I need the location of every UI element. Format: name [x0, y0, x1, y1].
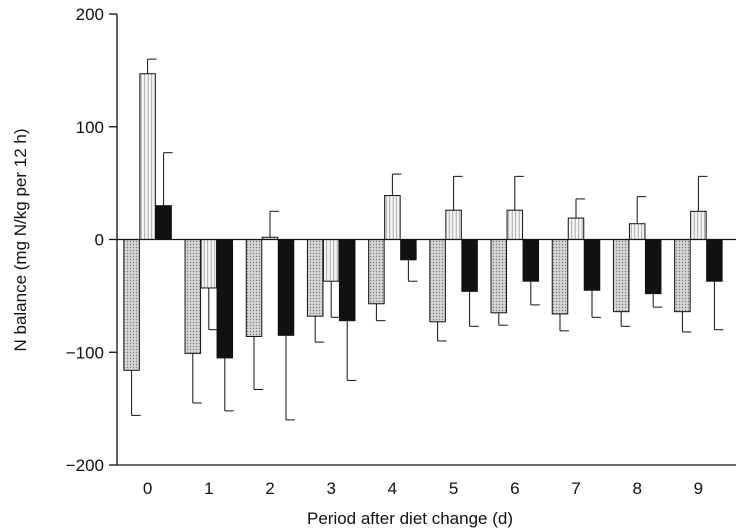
bar: [306, 239, 324, 317]
bar: [216, 239, 234, 359]
bar: [644, 239, 662, 295]
bar: [184, 239, 202, 354]
bar: [155, 205, 172, 241]
bar: [445, 209, 462, 240]
x-axis-ticks: 0 1 2 3 4 5 6 7 8 9: [143, 479, 703, 498]
bar: [139, 73, 156, 240]
x-tick-label: 2: [265, 479, 274, 498]
bar: [690, 210, 707, 240]
x-tick-label: 7: [571, 479, 580, 498]
x-tick-label: 8: [632, 479, 641, 498]
bar: [490, 239, 508, 314]
bar: [338, 239, 356, 322]
bar: [277, 239, 295, 336]
bar: [123, 239, 140, 371]
x-tick-label: 3: [326, 479, 335, 498]
bar: [612, 239, 630, 313]
x-tick-label: 0: [143, 479, 152, 498]
y-tick-label: −100: [66, 343, 104, 362]
y-tick-label: 200: [76, 5, 104, 24]
bar: [567, 217, 585, 240]
bar: [706, 239, 723, 282]
bar: [245, 239, 263, 337]
bar: [368, 239, 385, 305]
bar: [583, 239, 601, 291]
bar: [200, 239, 218, 289]
y-tick-label: 100: [76, 118, 104, 137]
x-tick-label: 4: [388, 479, 397, 498]
x-axis-title: Period after diet change (d): [307, 509, 513, 528]
bar: [384, 195, 401, 240]
y-tick-label: −200: [66, 456, 104, 475]
bar: [628, 223, 646, 240]
y-axis-ticks: 200 100 0 −100 −200: [66, 5, 117, 475]
bar: [551, 239, 569, 315]
bar: [522, 239, 540, 282]
bar: [461, 239, 478, 292]
y-tick-label: 0: [95, 231, 104, 250]
x-tick-label: 5: [449, 479, 458, 498]
x-tick-label: 9: [694, 479, 703, 498]
bar: [429, 239, 446, 323]
bar: [322, 239, 340, 282]
y-axis-title: N balance (mg N/kg per 12 h): [11, 129, 30, 352]
x-tick-label: 1: [204, 479, 213, 498]
bar: [506, 209, 524, 240]
bar: [674, 239, 691, 313]
bar: [400, 239, 417, 261]
bar-marks: [123, 58, 724, 421]
x-tick-label: 6: [510, 479, 519, 498]
